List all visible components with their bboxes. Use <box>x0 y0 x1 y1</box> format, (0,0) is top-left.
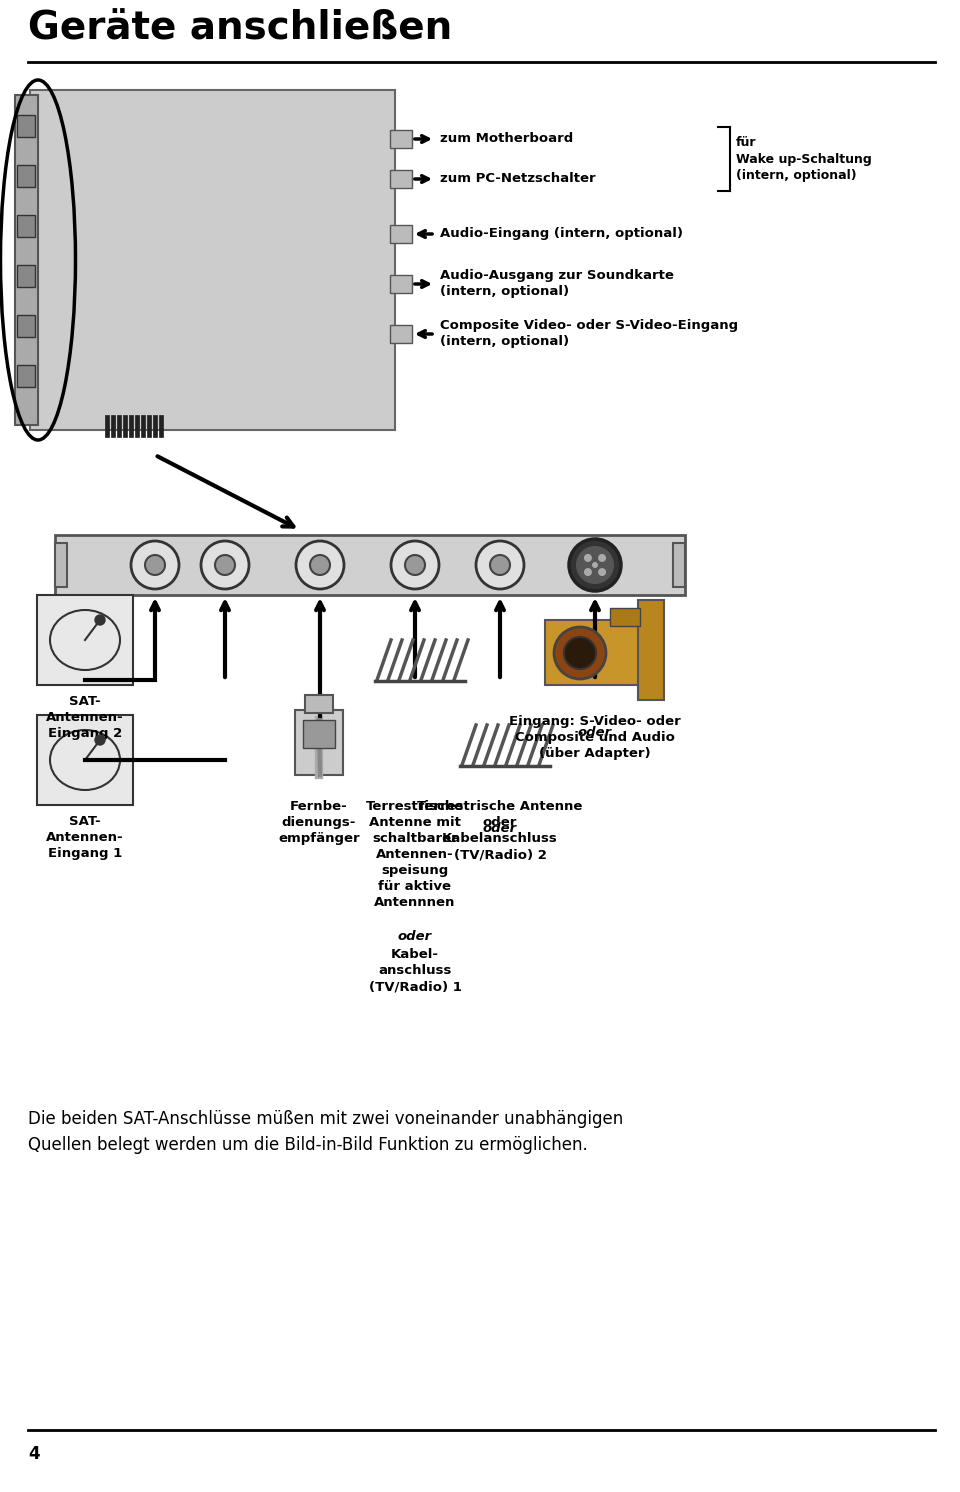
Circle shape <box>564 637 596 668</box>
Text: Fernbe-
dienungs-
empfänger: Fernbe- dienungs- empfänger <box>278 800 360 844</box>
Circle shape <box>592 562 598 568</box>
Bar <box>390 275 412 292</box>
Bar <box>37 595 133 685</box>
Bar <box>610 609 640 627</box>
Circle shape <box>405 555 425 574</box>
Circle shape <box>95 615 105 625</box>
Bar <box>295 710 343 774</box>
Text: oder: oder <box>483 822 517 836</box>
Text: Audio-Ausgang zur Soundkarte
(intern, optional): Audio-Ausgang zur Soundkarte (intern, op… <box>440 270 674 298</box>
Text: oder: oder <box>483 822 517 836</box>
Text: SAT-
Antennen-
Eingang 1: SAT- Antennen- Eingang 1 <box>46 815 124 859</box>
Bar <box>105 415 109 437</box>
Circle shape <box>584 568 592 576</box>
Text: Geräte anschließen: Geräte anschließen <box>28 10 452 48</box>
Bar <box>55 543 67 586</box>
Bar <box>141 415 145 437</box>
Bar <box>129 415 133 437</box>
Circle shape <box>598 568 606 576</box>
Circle shape <box>296 542 344 589</box>
Bar <box>147 415 151 437</box>
Circle shape <box>577 548 613 583</box>
Text: Kabel-
anschluss
(TV/Radio) 1: Kabel- anschluss (TV/Radio) 1 <box>369 947 462 994</box>
Bar <box>111 415 115 437</box>
Bar <box>17 215 35 237</box>
Bar <box>17 115 35 137</box>
Circle shape <box>131 542 179 589</box>
Circle shape <box>201 542 249 589</box>
Bar <box>303 721 335 747</box>
Circle shape <box>145 555 165 574</box>
Circle shape <box>215 555 235 574</box>
Bar <box>17 166 35 186</box>
Bar <box>15 95 38 425</box>
Circle shape <box>490 555 510 574</box>
Bar <box>638 600 664 700</box>
Circle shape <box>598 554 606 562</box>
Bar <box>37 715 133 806</box>
Bar <box>159 415 163 437</box>
Circle shape <box>310 555 330 574</box>
Bar <box>390 225 412 243</box>
Text: zum Motherboard: zum Motherboard <box>440 133 573 146</box>
Text: zum PC-Netzschalter: zum PC-Netzschalter <box>440 173 595 185</box>
Circle shape <box>584 554 592 562</box>
Bar <box>135 415 139 437</box>
Text: Terrestrische Antenne
oder
Kabelanschluss
(TV/Radio) 2: Terrestrische Antenne oder Kabelanschlus… <box>418 800 583 861</box>
Bar <box>305 695 333 713</box>
Bar <box>123 415 127 437</box>
Text: Audio-Eingang (intern, optional): Audio-Eingang (intern, optional) <box>440 227 683 240</box>
Bar <box>673 543 685 586</box>
Text: 4: 4 <box>28 1444 39 1464</box>
Bar <box>117 415 121 437</box>
Bar <box>17 366 35 386</box>
Text: Eingang: S-Video- oder
Composite und Audio
(über Adapter): Eingang: S-Video- oder Composite und Aud… <box>509 715 681 759</box>
Bar <box>17 266 35 286</box>
Circle shape <box>476 542 524 589</box>
Circle shape <box>554 627 606 679</box>
Circle shape <box>391 542 439 589</box>
Bar <box>545 621 645 685</box>
Bar <box>17 315 35 337</box>
Text: oder: oder <box>398 930 432 943</box>
Circle shape <box>95 736 105 745</box>
Text: oder: oder <box>578 727 612 739</box>
Bar <box>390 325 412 343</box>
Text: oder: oder <box>578 727 612 739</box>
Bar <box>390 130 412 148</box>
Text: Die beiden SAT-Anschlüsse müßen mit zwei voneinander unabhängigen
Quellen belegt: Die beiden SAT-Anschlüsse müßen mit zwei… <box>28 1110 623 1155</box>
Circle shape <box>569 539 621 591</box>
Bar <box>30 90 395 430</box>
Bar <box>55 536 685 595</box>
Bar <box>390 170 412 188</box>
Text: für
Wake up-Schaltung
(intern, optional): für Wake up-Schaltung (intern, optional) <box>736 136 872 182</box>
Text: Composite Video- oder S-Video-Eingang
(intern, optional): Composite Video- oder S-Video-Eingang (i… <box>440 319 738 349</box>
Text: Terrestrische
Antenne mit
schaltbarer
Antennen-
speisung
für aktive
Antennnen: Terrestrische Antenne mit schaltbarer An… <box>366 800 464 909</box>
Text: SAT-
Antennen-
Eingang 2: SAT- Antennen- Eingang 2 <box>46 695 124 740</box>
Bar <box>153 415 157 437</box>
